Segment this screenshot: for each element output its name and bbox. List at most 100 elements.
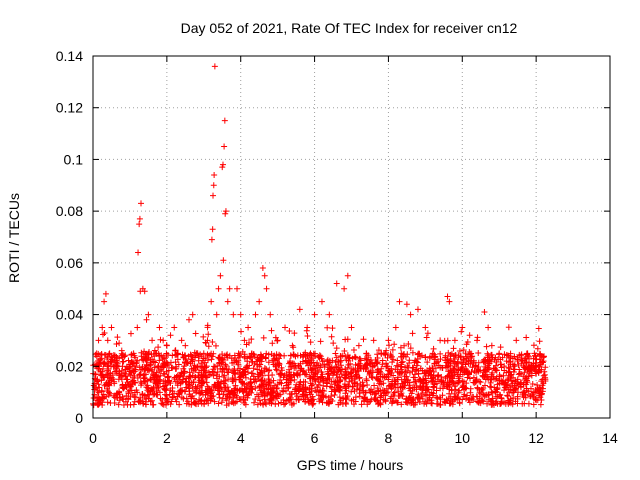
band-point [433, 394, 440, 401]
band-point [346, 378, 353, 385]
band-point [535, 367, 542, 374]
band-point [542, 364, 549, 371]
band-point [278, 364, 285, 371]
band-point [460, 393, 467, 400]
data-point [156, 324, 163, 331]
band-point [103, 379, 110, 386]
band-point [102, 351, 109, 358]
band-point [114, 334, 121, 341]
band-point [131, 363, 138, 370]
band-point [281, 401, 288, 408]
band-point [318, 392, 325, 399]
band-point [521, 389, 528, 396]
band-point [182, 388, 189, 395]
band-point [325, 400, 332, 407]
band-point [442, 375, 449, 382]
band-point [342, 385, 349, 392]
data-point [481, 308, 488, 315]
band-point [210, 372, 217, 379]
x-tick-label: 4 [237, 430, 245, 446]
band-point [455, 354, 462, 361]
band-point [383, 347, 390, 354]
band-point [259, 353, 266, 360]
data-point [466, 332, 473, 339]
band-point [430, 384, 437, 391]
band-point [110, 363, 117, 370]
band-point [144, 382, 151, 389]
y-tick-label: 0.04 [56, 307, 83, 323]
band-point [276, 361, 283, 368]
y-tick-label: 0.02 [56, 358, 83, 374]
band-point [493, 375, 500, 382]
band-point [450, 358, 457, 365]
band-point [261, 365, 268, 372]
band-point [120, 358, 127, 365]
band-point [223, 402, 230, 409]
data-point [135, 249, 142, 256]
data-point [178, 337, 185, 344]
band-point [475, 349, 482, 356]
band-point [518, 351, 525, 358]
band-point [437, 385, 444, 392]
band-point [198, 360, 205, 367]
band-point [323, 379, 330, 386]
band-point [385, 342, 392, 349]
band-point [176, 401, 183, 408]
data-point [136, 221, 143, 228]
data-point [221, 117, 228, 124]
band-point [333, 385, 340, 392]
band-point [188, 395, 195, 402]
band-point [237, 354, 244, 361]
data-point [215, 285, 222, 292]
band-point [465, 397, 472, 404]
band-point [107, 369, 114, 376]
band-point [232, 371, 239, 378]
band-point [397, 344, 404, 351]
band-point [241, 353, 248, 360]
band-point [448, 350, 455, 357]
band-point [201, 401, 208, 408]
band-point [316, 379, 323, 386]
band-point [131, 372, 138, 379]
band-point [351, 353, 358, 360]
band-point [388, 353, 395, 360]
band-point [230, 357, 237, 364]
band-point [252, 396, 259, 403]
band-point [278, 380, 285, 387]
band-point [205, 386, 212, 393]
band-point [337, 376, 344, 383]
band-point [183, 400, 190, 407]
data-point [485, 324, 492, 331]
band-point [150, 358, 157, 365]
x-tick-label: 6 [311, 430, 319, 446]
band-point [219, 368, 226, 375]
band-point [347, 370, 354, 377]
band-point [401, 342, 408, 349]
data-point [220, 257, 227, 264]
band-point [409, 330, 416, 337]
band-point [456, 400, 463, 407]
band-point [126, 361, 133, 368]
band-point [180, 365, 187, 372]
band-point [122, 373, 129, 380]
band-point [110, 392, 117, 399]
band-point [331, 381, 338, 388]
band-point [479, 386, 486, 393]
band-point [481, 356, 488, 363]
band-point [136, 398, 143, 405]
band-point [477, 379, 484, 386]
band-point [374, 367, 381, 374]
band-point [260, 401, 267, 408]
data-point [348, 324, 355, 331]
band-point [536, 338, 543, 345]
band-point [510, 387, 517, 394]
data-point [108, 324, 115, 331]
band-point [138, 367, 145, 374]
data-point [237, 311, 244, 318]
band-point [530, 342, 537, 349]
band-point [497, 392, 504, 399]
band-point [376, 368, 383, 375]
band-point [126, 387, 133, 394]
data-point [123, 383, 130, 390]
band-point [210, 363, 217, 370]
